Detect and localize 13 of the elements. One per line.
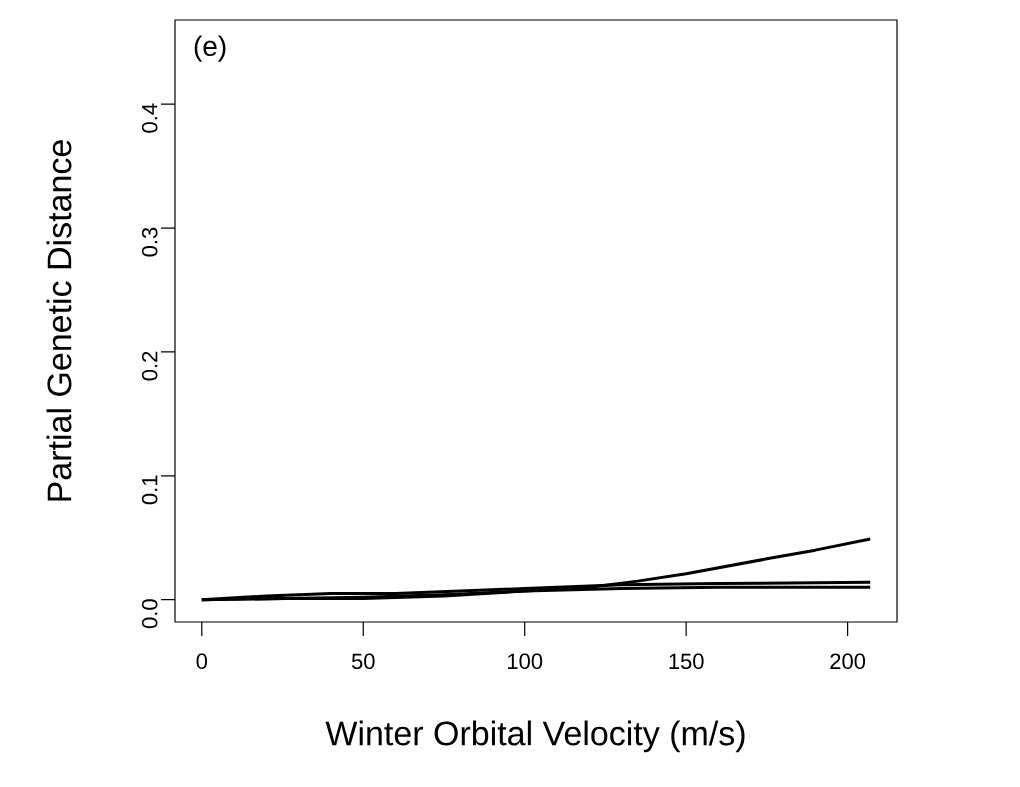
- x-tick-label: 200: [830, 653, 866, 670]
- annotation: (e): [194, 35, 226, 62]
- y-axis-title: Partial Genetic Distance: [46, 140, 72, 501]
- y-tick-label: 0.1: [141, 475, 158, 505]
- x-tick-label: 50: [351, 653, 375, 670]
- y-tick-label: 0.3: [141, 227, 158, 257]
- x-tick-label: 100: [508, 653, 543, 670]
- y-tick-label: 0.4: [141, 103, 158, 133]
- x-tick-label: 150: [669, 653, 704, 670]
- y-tick-label: 0.0: [141, 599, 158, 629]
- y-tick-label: 0.2: [141, 351, 158, 381]
- x-axis-title: Winter Orbital Velocity (m/s): [325, 720, 745, 753]
- x-tick-label: 0: [196, 653, 208, 670]
